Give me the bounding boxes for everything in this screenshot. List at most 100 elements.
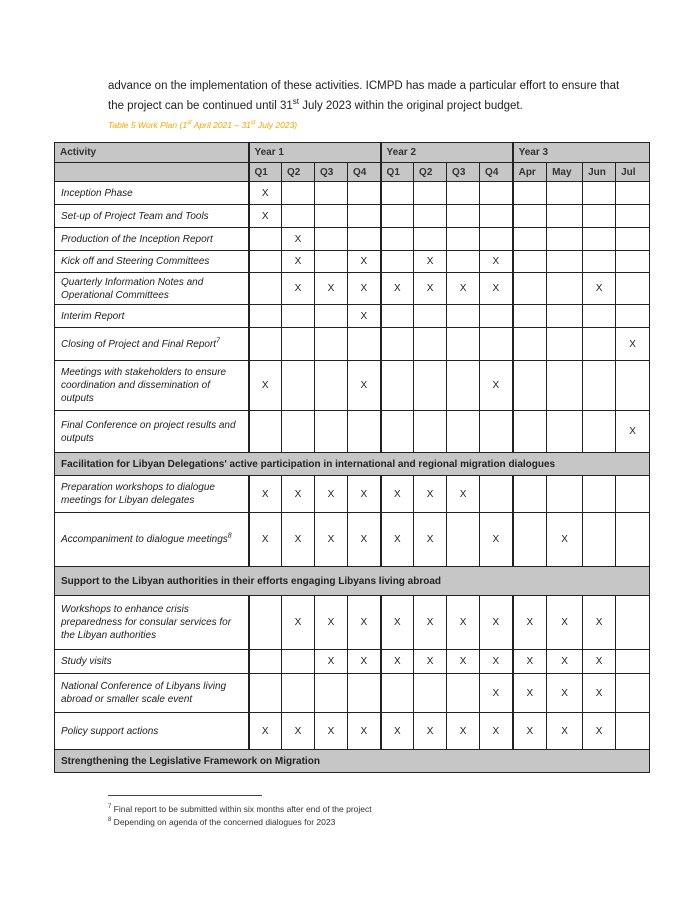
schedule-cell xyxy=(615,712,651,750)
schedule-cell xyxy=(479,204,514,228)
section-title: Facilitation for Libyan Delegations' act… xyxy=(53,452,651,476)
schedule-cell xyxy=(511,327,548,361)
schedule-cell: X xyxy=(281,250,315,273)
activity-label: Kick off and Steering Committees xyxy=(61,256,210,267)
table-row: Inception Phase X xyxy=(54,181,651,205)
schedule-cell xyxy=(615,649,651,674)
schedule-cell xyxy=(281,649,315,674)
superscript: st xyxy=(250,120,256,127)
year-1-header: Year 1 xyxy=(247,142,382,163)
year-2-header: Year 2 xyxy=(379,142,514,163)
schedule-cell: X xyxy=(379,272,415,305)
schedule-cell xyxy=(546,272,584,305)
schedule-cell: X xyxy=(281,475,315,513)
period-header: Q4 xyxy=(346,162,382,182)
schedule-cell: X xyxy=(413,475,448,513)
schedule-cell xyxy=(413,410,448,453)
intro-line: the project can be continued until 31st … xyxy=(108,96,648,116)
schedule-cell xyxy=(413,204,448,228)
schedule-cell: X xyxy=(314,712,348,750)
schedule-cell xyxy=(615,204,651,228)
schedule-cell xyxy=(546,250,584,273)
activity-cell: Study visits xyxy=(54,649,249,674)
schedule-cell xyxy=(346,204,382,228)
schedule-cell xyxy=(314,227,348,251)
activity-cell: Meetings with stakeholders to ensure coo… xyxy=(54,360,249,411)
schedule-cell xyxy=(615,673,651,713)
section-title: Support to the Libyan authorities in the… xyxy=(53,566,651,596)
schedule-cell xyxy=(446,512,481,567)
activity-label: Study visits xyxy=(61,656,112,667)
schedule-cell: X xyxy=(379,649,415,674)
schedule-cell xyxy=(247,227,282,251)
schedule-cell: X xyxy=(479,712,514,750)
table-row: Production of the Inception Report X xyxy=(54,227,651,251)
schedule-cell: X xyxy=(346,475,382,513)
schedule-cell xyxy=(511,227,548,251)
schedule-cell xyxy=(479,327,514,361)
schedule-cell xyxy=(281,304,315,328)
activity-label: Meetings with stakeholders to ensure coo… xyxy=(61,367,227,404)
schedule-cell: X xyxy=(281,712,315,750)
activity-label: Interim Report xyxy=(61,310,125,322)
text: the project can be continued until 31 xyxy=(108,100,293,112)
schedule-cell: X xyxy=(582,649,617,674)
period-header: May xyxy=(546,162,584,182)
schedule-cell: X xyxy=(346,272,382,305)
schedule-cell: X xyxy=(582,595,617,650)
schedule-cell: X xyxy=(511,595,548,650)
schedule-cell xyxy=(247,410,282,453)
schedule-cell xyxy=(546,327,584,361)
footnote-text: Final report to be submitted within six … xyxy=(111,804,372,814)
schedule-cell xyxy=(281,410,315,453)
schedule-cell xyxy=(379,227,415,251)
schedule-cell xyxy=(314,673,348,713)
footnote-8: 8 Depending on agenda of the concerned d… xyxy=(108,817,335,827)
schedule-cell xyxy=(582,204,617,228)
section-row: Strengthening the Legislative Framework … xyxy=(53,749,651,773)
schedule-cell xyxy=(247,327,282,361)
period-header: Q2 xyxy=(413,162,448,182)
schedule-cell xyxy=(615,304,651,328)
schedule-cell xyxy=(511,204,548,228)
schedule-cell xyxy=(413,181,448,205)
text: Table 5 Work Plan (1 xyxy=(108,120,188,130)
activity-cell: Inception Phase xyxy=(54,181,249,205)
schedule-cell: X xyxy=(546,595,584,650)
schedule-cell: X xyxy=(314,595,348,650)
schedule-cell: X xyxy=(479,595,514,650)
period-header: Q1 xyxy=(379,162,415,182)
schedule-cell: X xyxy=(247,512,282,567)
schedule-cell xyxy=(446,410,481,453)
schedule-cell: X xyxy=(346,512,382,567)
schedule-cell: X xyxy=(346,250,382,273)
schedule-cell xyxy=(413,304,448,328)
schedule-cell xyxy=(582,360,617,411)
schedule-cell: X xyxy=(446,475,481,513)
section-title: Strengthening the Legislative Framework … xyxy=(53,749,651,773)
schedule-cell xyxy=(511,360,548,411)
schedule-cell xyxy=(582,227,617,251)
schedule-cell xyxy=(479,475,514,513)
footnote-ref: 7 xyxy=(216,337,220,345)
table-row: Accompaniment to dialogue meetings8 X X X X X… xyxy=(54,512,651,567)
activity-cell: Workshops to enhance crisis preparedness… xyxy=(54,595,249,650)
table-row: Kick off and Steering Committees X X X X xyxy=(54,250,651,273)
schedule-cell xyxy=(511,410,548,453)
schedule-cell xyxy=(582,304,617,328)
schedule-cell xyxy=(379,250,415,273)
table-caption: Table 5 Work Plan (1st April 2021 – 31st… xyxy=(108,120,297,130)
schedule-cell: X xyxy=(314,272,348,305)
schedule-cell xyxy=(379,410,415,453)
table-row: Meetings with stakeholders to ensure coo… xyxy=(54,360,651,411)
schedule-cell: X xyxy=(446,712,481,750)
schedule-cell: X xyxy=(281,227,315,251)
schedule-cell xyxy=(479,227,514,251)
schedule-cell: X xyxy=(615,410,651,453)
activity-label: Closing of Project and Final Report xyxy=(61,338,217,350)
schedule-cell xyxy=(281,204,315,228)
schedule-cell xyxy=(346,673,382,713)
schedule-cell: X xyxy=(247,360,282,411)
schedule-cell: X xyxy=(446,595,481,650)
schedule-cell xyxy=(413,227,448,251)
